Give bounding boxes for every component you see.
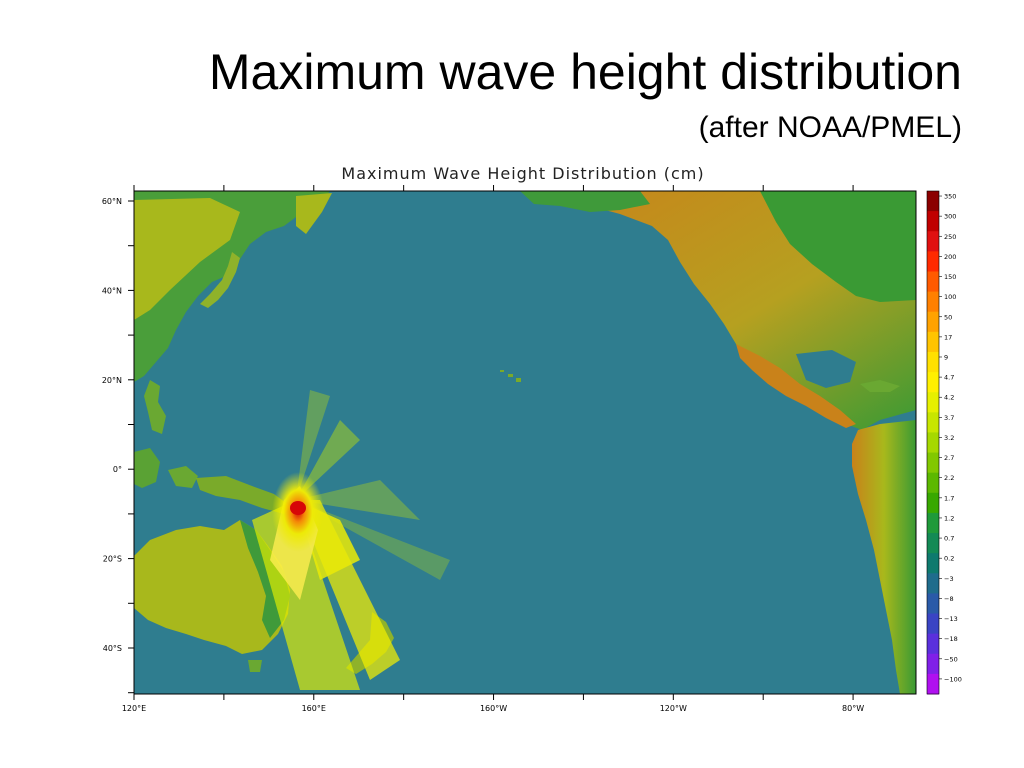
colorbar-label: 0.7 [944, 535, 954, 543]
colorbar-swatch [927, 593, 939, 615]
colorbar-swatch [927, 533, 939, 554]
lat-label: 20°S [103, 555, 122, 564]
land-caribbean [860, 380, 900, 392]
colorbar-label: −13 [944, 615, 958, 623]
colorbar-swatch [927, 613, 939, 635]
colorbar-label: 2.7 [944, 454, 954, 462]
lat-label: 0° [113, 465, 122, 474]
colorbar-swatch [927, 271, 939, 293]
colorbar-swatch [927, 633, 939, 655]
colorbar-frame [926, 190, 940, 695]
land-mexico [736, 344, 856, 428]
colorbar-label: 3.2 [944, 434, 954, 442]
wave-height-plume [252, 390, 450, 690]
colorbar-swatch [927, 251, 939, 272]
colorbar-swatch [927, 432, 939, 454]
colorbar-swatch [927, 211, 939, 232]
land-alaska [520, 191, 650, 212]
lat-label: 60°N [102, 197, 122, 206]
colorbar-swatch [927, 291, 939, 313]
colorbar-swatch [927, 372, 939, 393]
colorbar-label: −8 [944, 595, 954, 603]
colorbar-label: 350 [944, 193, 956, 201]
colorbar-label: 3.7 [944, 414, 954, 422]
longitude-ticks: 120°E 160°E 160°W 120°W 80°W [122, 185, 864, 713]
colorbar-label: 300 [944, 213, 956, 221]
colorbar-label: 250 [944, 233, 956, 241]
colorbar-swatch [927, 653, 939, 675]
lon-label: 80°W [842, 704, 864, 713]
colorbar-label: 150 [944, 273, 956, 281]
colorbar-swatch [927, 231, 939, 252]
land-japan [200, 252, 240, 308]
colorbar-label: 50 [944, 313, 952, 321]
lat-label: 20°N [102, 376, 122, 385]
colorbar-swatch [927, 412, 939, 433]
land-canada-east [760, 191, 916, 302]
land-philippines [144, 380, 166, 434]
lon-label: 160°W [480, 704, 507, 713]
colorbar-label: 0.2 [944, 555, 954, 563]
hawaiian-islands [500, 370, 521, 382]
colorbar: 350 300 250 200 150 100 50 17 9 4.7 4.2 3.7 3.2 2.7 2.… [926, 190, 962, 695]
land-indonesia [168, 466, 198, 488]
slide-title: Maximum wave height distribution [208, 44, 962, 100]
colorbar-label: 17 [944, 333, 952, 341]
lat-label: 40°S [103, 644, 122, 653]
colorbar-label: 9 [944, 353, 948, 361]
colorbar-label: 4.7 [944, 374, 954, 382]
lon-label: 160°E [302, 704, 326, 713]
colorbar-label: −100 [944, 675, 962, 683]
lon-label: 120°W [660, 704, 687, 713]
slide-subtitle: (after NOAA/PMEL) [698, 111, 962, 144]
land-kamchatka [296, 193, 332, 234]
colorbar-label: 100 [944, 293, 956, 301]
colorbar-swatch [927, 573, 939, 594]
colorbar-swatch [927, 311, 939, 333]
colorbar-label: 4.2 [944, 394, 954, 402]
colorbar-label: −3 [944, 575, 954, 583]
colorbar-swatch [927, 452, 939, 474]
colorbar-label: 200 [944, 253, 956, 261]
colorbar-swatch [927, 392, 939, 413]
gulf-of-mexico [796, 350, 856, 388]
land-borneo [134, 448, 160, 488]
land-new-guinea [196, 476, 290, 514]
colorbar-swatch [927, 512, 939, 534]
colorbar-swatch [927, 331, 939, 353]
map-title: Maximum Wave Height Distribution (cm) [341, 164, 705, 183]
colorbar-swatch [927, 472, 939, 494]
lat-label: 40°N [102, 286, 122, 295]
colorbar-label: −18 [944, 635, 958, 643]
colorbar-swatch [927, 351, 939, 373]
land-asia-highlands [134, 198, 240, 320]
colorbar-label: 1.7 [944, 494, 954, 502]
colorbar-swatch [927, 492, 939, 514]
colorbar-swatch [927, 191, 939, 212]
land-tasmania [248, 660, 262, 672]
land-south-america [852, 420, 916, 694]
latitude-ticks: 60°N 40°N 20°N 0° 20°S 40°S [102, 197, 134, 694]
colorbar-swatch [927, 553, 939, 574]
colorbar-label: 1.2 [944, 514, 954, 522]
colorbar-swatch [927, 673, 939, 695]
lon-label: 120°E [122, 704, 146, 713]
colorbar-label: 2.2 [944, 474, 954, 482]
map-frame [133, 190, 917, 695]
colorbar-label: −50 [944, 655, 958, 663]
